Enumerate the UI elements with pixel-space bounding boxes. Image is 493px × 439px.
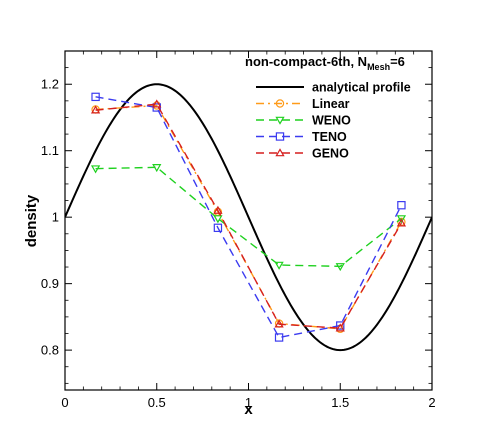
- y-tick-label: 0.8: [41, 343, 59, 358]
- x-tick-label: 0.5: [148, 395, 166, 410]
- series-line-analytical-profile: [65, 83, 432, 352]
- y-tick-label: 1.2: [41, 77, 59, 92]
- legend-item-weno: WENO: [256, 114, 351, 128]
- y-tick-label: 1.1: [41, 143, 59, 158]
- data-point-geno: [152, 99, 162, 108]
- y-tick-label: 1: [52, 210, 59, 225]
- legend-title: non-compact-6th, NMesh=6: [245, 54, 405, 72]
- legend-item-linear: Linear: [256, 97, 350, 111]
- series-line-weno: [95, 166, 402, 268]
- legend-label: Linear: [312, 97, 350, 111]
- plot-area: [65, 83, 432, 352]
- legend-label: analytical profile: [312, 81, 411, 95]
- x-tick-label: 0: [61, 395, 68, 410]
- data-point-geno: [335, 323, 345, 332]
- x-axis-title: x: [244, 401, 253, 418]
- data-point-weno: [274, 261, 284, 270]
- legend-items: analytical profile Linear WENO TENO GENO: [256, 81, 411, 161]
- legend-title-tail: =6: [390, 54, 405, 69]
- y-axis-title: density: [23, 194, 40, 247]
- legend-title-subscript: Mesh: [367, 62, 390, 72]
- legend-label: TENO: [312, 130, 347, 144]
- data-point-weno: [90, 165, 101, 174]
- data-point-geno: [213, 205, 223, 214]
- legend: non-compact-6th, NMesh=6 analytical prof…: [245, 54, 411, 161]
- series-line-teno: [95, 96, 403, 339]
- data-point-geno: [396, 218, 407, 227]
- legend-label: WENO: [312, 114, 351, 128]
- legend-label: GENO: [312, 147, 349, 161]
- legend-title-main: non-compact-6th, N: [245, 54, 367, 69]
- x-tick-label: 1: [245, 395, 252, 410]
- series-line-geno: [95, 103, 403, 329]
- data-point-teno: [91, 92, 100, 102]
- data-point-weno: [152, 164, 162, 173]
- legend-marker: [275, 148, 285, 157]
- data-point-geno: [274, 319, 284, 328]
- y-tick-label: 0.9: [41, 276, 59, 291]
- data-point-teno: [274, 333, 284, 342]
- data-point-teno: [152, 103, 161, 112]
- legend-item-teno: TENO: [256, 130, 347, 144]
- legend-marker: [275, 132, 285, 141]
- x-tick-label: 2: [428, 395, 435, 410]
- plot-frame: [64, 50, 433, 391]
- legend-item-analytical-profile: analytical profile: [256, 81, 411, 95]
- x-tick-label: 1.5: [331, 395, 349, 410]
- legend-marker: [275, 116, 285, 125]
- axes: 0 0.5 1 1.5 2 0.8 0.9 1 1.1 1.2: [41, 50, 436, 410]
- data-point-teno: [336, 321, 345, 330]
- data-point-geno: [90, 105, 101, 114]
- legend-marker: [275, 99, 285, 108]
- series-layer: [65, 83, 432, 352]
- data-point-weno: [396, 215, 407, 224]
- data-point-teno: [397, 201, 406, 210]
- data-point-teno: [213, 223, 223, 233]
- data-point-weno: [213, 215, 223, 224]
- legend-item-geno: GENO: [256, 147, 349, 161]
- data-point-weno: [335, 263, 345, 272]
